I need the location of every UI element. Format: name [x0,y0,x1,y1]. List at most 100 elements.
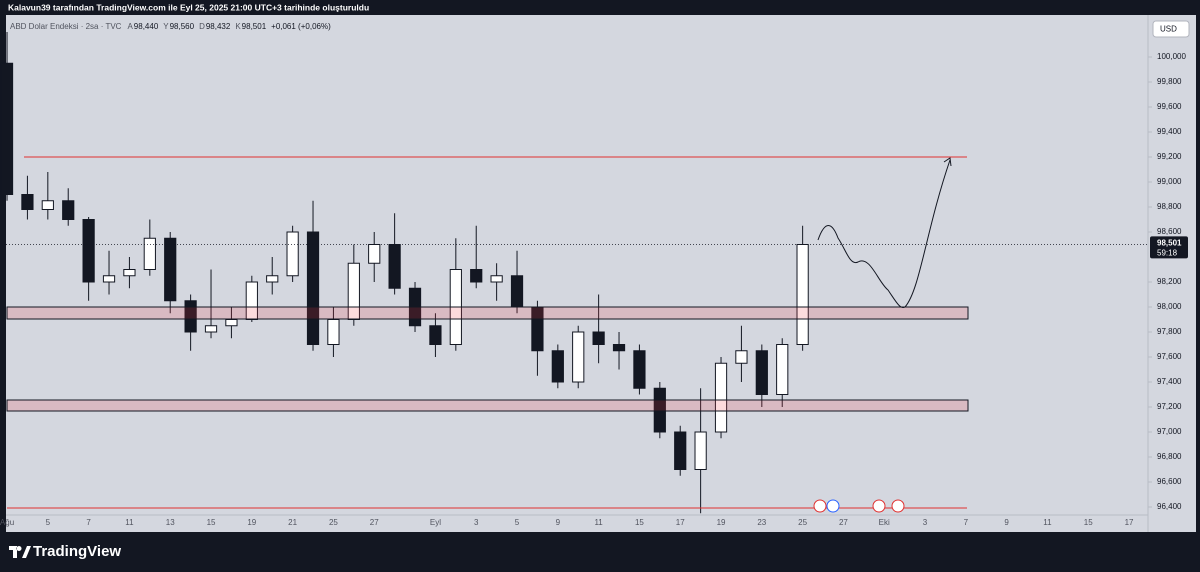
legend-text: 98,560 [170,22,195,31]
x-tick-label: 15 [635,518,644,527]
candle-body [776,344,789,395]
candle-body [41,200,54,210]
x-tick-label: 11 [594,518,603,527]
candle-body [184,300,197,333]
candle-body [143,237,156,270]
x-tick-label: 5 [46,518,51,527]
x-tick-label: 13 [166,518,175,527]
candle-body [572,331,585,383]
last-price-box [1150,236,1188,259]
candle-body [735,350,748,364]
y-tick-label: 96,800 [1157,452,1182,461]
x-tick-label: 11 [125,518,134,527]
candle-body [633,350,646,389]
candle-body [755,350,768,395]
candle-body [225,319,238,327]
candle-body [429,325,442,345]
candle-body [714,362,728,433]
legend-text: ABD Dolar Endeksi · 2sa · TVC [10,22,122,31]
x-tick-label: 25 [798,518,807,527]
y-tick-label: 99,000 [1157,177,1182,186]
event-icon[interactable] [826,499,840,513]
x-tick-label: 7 [964,518,969,527]
y-tick-label: 99,200 [1157,152,1182,161]
brand: TradingView [33,543,121,560]
zone [6,399,969,412]
candle-body [327,319,340,345]
legend-text: +0,061 (+0,06%) [271,22,331,31]
x-tick-label: 27 [839,518,848,527]
candle-body [551,350,564,383]
plot [0,32,809,514]
forecast-arrow [943,157,952,167]
forecast-path [817,159,951,309]
legend-text: K [235,22,241,31]
event-icon[interactable] [891,499,905,513]
candle-body [592,331,605,345]
x-tick-label: Eyl [430,518,441,527]
x-tick-label: 27 [370,518,379,527]
y-tick-label: 97,600 [1157,352,1182,361]
last-price-label: 98,501 [1157,238,1182,247]
legend-text: 98,440 [134,22,159,31]
candle-body [306,231,320,345]
x-tick-label: 17 [676,518,685,527]
y-tick-label: 98,800 [1157,202,1182,211]
candle-body [388,244,401,289]
x-tick-label: 15 [207,518,216,527]
candle-body [82,219,95,283]
x-tick-label: Ağu [0,518,14,527]
candle-body [204,325,218,333]
x-tick-label: 23 [757,518,766,527]
candle-body [0,62,14,195]
candle-body [266,275,279,283]
event-icon[interactable] [872,499,886,513]
candle-body [21,194,34,210]
x-tick-label: 5 [515,518,520,527]
y-tick-label: 97,000 [1157,427,1182,436]
currency-box[interactable] [1152,20,1190,38]
candle-body [102,275,116,283]
y-tick-label: 97,200 [1157,402,1182,411]
x-tick-label: 3 [923,518,928,527]
candle-body [510,275,524,308]
y-tick-label: 99,800 [1157,77,1182,86]
event-icon[interactable] [813,499,827,513]
candle-body [674,431,687,470]
y-tick-label: 96,400 [1157,502,1182,511]
currency[interactable]: USD [1160,25,1177,34]
x-tick-label: 25 [329,518,338,527]
legend-text: Y [163,22,169,31]
candle-body [796,244,809,345]
legend-text: 98,432 [206,22,231,31]
candle-body [694,431,707,470]
x-tick-label: 19 [717,518,726,527]
event-icons [813,499,905,513]
y-tick-label: 98,600 [1157,227,1182,236]
legend-text: A [127,22,133,31]
zone [6,306,969,320]
chart-pane [6,15,1196,532]
x-tick-label: 7 [86,518,91,527]
y-tick-label: 99,600 [1157,102,1182,111]
logo-mark [9,546,31,558]
candle-body [286,231,299,277]
x-tick-label: 17 [1125,518,1134,527]
candle-body [470,269,483,283]
candle-body [653,387,666,433]
candle-body [62,200,75,220]
brand-logo: TradingView [9,543,121,560]
candle-body [490,275,503,283]
y-tick-label: 98,200 [1157,277,1182,286]
candle-body [368,244,381,264]
x-tick-label: 15 [1084,518,1093,527]
x-tick-label: 19 [247,518,256,527]
x-tick-label: 9 [556,518,561,527]
y-tick-label: 97,400 [1157,377,1182,386]
candle-body [612,344,626,352]
x-tick-label: 3 [474,518,479,527]
legend: ABD Dolar Endeksi · 2sa · TVC A 98,440 Y 98,… [10,22,331,31]
y-tick-label: 100,000 [1157,52,1186,61]
candle-body [123,269,136,277]
